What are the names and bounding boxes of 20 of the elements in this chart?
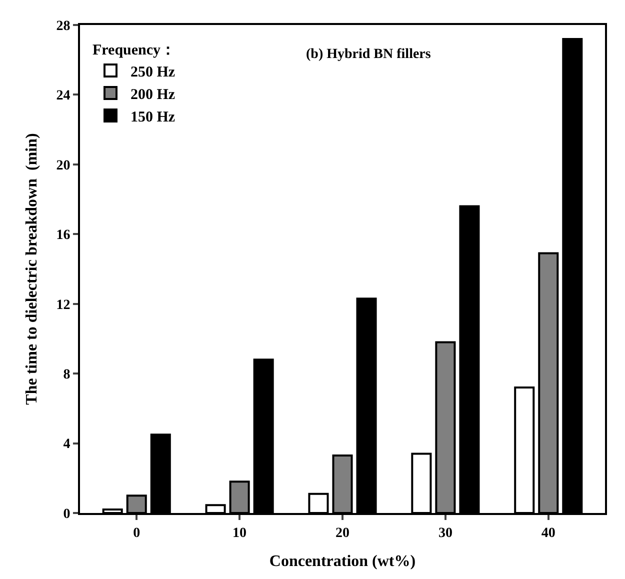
legend-label: 150 Hz <box>130 109 176 126</box>
y-tick-label: 12 <box>56 298 70 313</box>
y-tick-label: 8 <box>63 367 70 382</box>
x-tick-label: 20 <box>336 526 350 541</box>
y-tick-label: 24 <box>56 88 70 104</box>
x-tick-label: 30 <box>438 526 452 541</box>
legend-label: 200 Hz <box>130 86 176 103</box>
y-tick-label: 4 <box>63 437 70 452</box>
y-tick-label: 20 <box>56 158 70 174</box>
x-tick-label: 0 <box>133 526 140 541</box>
x-tick-label: 40 <box>541 526 556 541</box>
y-tick-label: 0 <box>63 506 70 522</box>
legend-title: Frequency： <box>92 42 176 58</box>
y-tick-label: 16 <box>56 228 70 244</box>
x-axis-title: Concentration (wt%) <box>269 553 416 570</box>
legend-label: 250 Hz <box>130 64 176 80</box>
y-axis-title: The time to dielectric breakdown (min) <box>24 133 41 405</box>
text: (b) Hybrid BN fillers <box>306 47 432 62</box>
x-tick-label: 10 <box>232 526 247 541</box>
y-tick-label: 28 <box>56 18 70 34</box>
